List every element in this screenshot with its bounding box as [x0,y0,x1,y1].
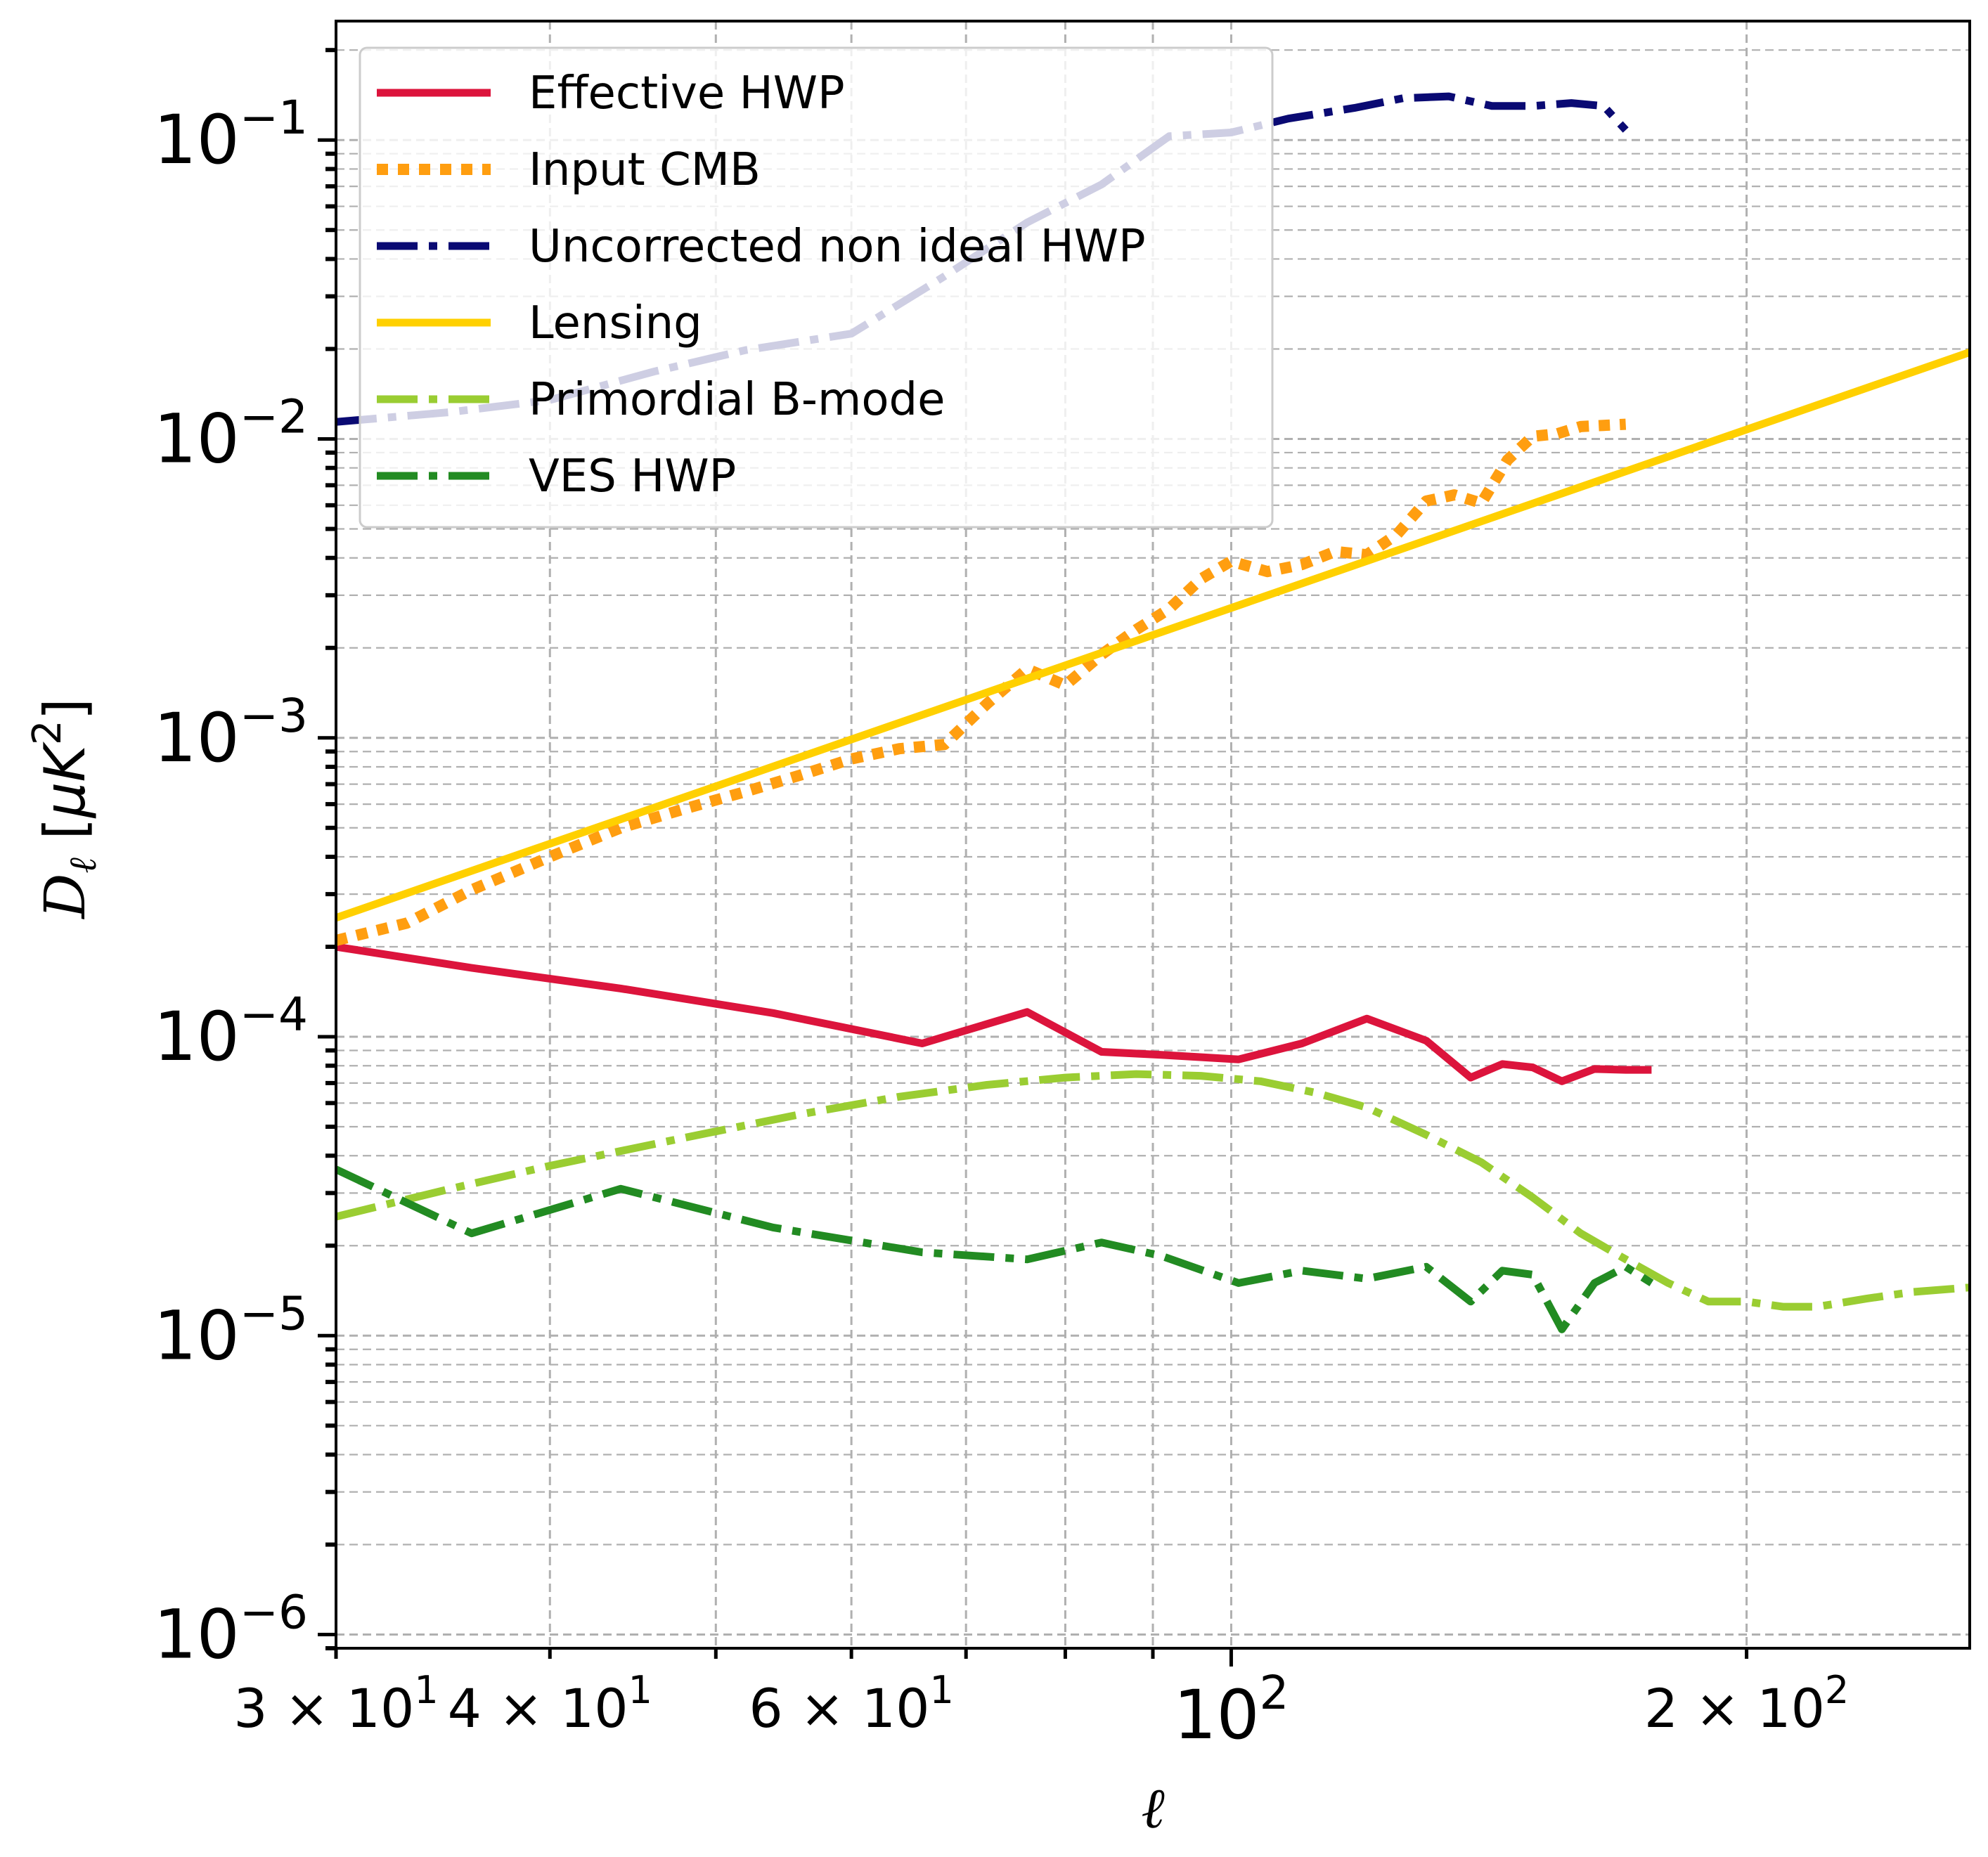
x-tick-label: 4 × 101 [448,1668,652,1740]
legend-label: Effective HWP [529,67,845,119]
legend-label: VES HWP [529,451,736,503]
legend-label: Lensing [529,297,702,349]
legend-label: Input CMB [529,144,761,196]
x-axis-label: ℓ [1141,1775,1164,1841]
x-tick-label: 6 × 101 [749,1668,953,1740]
legend: Effective HWP Input CMB Uncorrected non id… [360,48,1272,527]
legend-label: Uncorrected non ideal HWP [529,221,1146,273]
legend-box [360,48,1272,527]
x-tick-label: 2 × 102 [1644,1668,1849,1740]
legend-label: Primordial B-mode [529,374,945,426]
x-tick-label: 3 × 101 [233,1668,438,1740]
